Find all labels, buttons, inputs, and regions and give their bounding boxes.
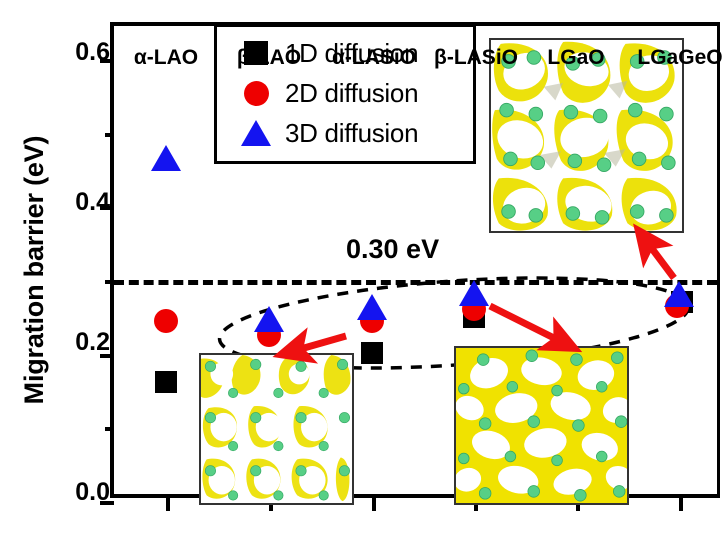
y-tick-label-0.2: 0.2 xyxy=(75,328,110,356)
arrow-to-top-inset xyxy=(633,223,677,281)
y-tick-minor-0.1 xyxy=(105,427,114,431)
datapoint-2d-alpha-lao xyxy=(154,309,178,333)
y-axis-title: Migration barrier (eV) xyxy=(19,135,49,405)
datapoint-1d-alpha-lao xyxy=(155,371,177,393)
x-tick-label-lgao: LGaO xyxy=(547,46,605,69)
datapoint-1d-alpha-lasio xyxy=(361,342,383,364)
triangle-marker-icon xyxy=(227,120,285,146)
x-tick-label-lgageo: LGaGeO xyxy=(637,46,723,69)
plot-area: 0.30 eV xyxy=(100,22,723,511)
x-tick-label-alpha-lasio: α-LASiO xyxy=(331,46,417,69)
x-tick-2 xyxy=(372,498,376,511)
legend-label-2d: 2D diffusion xyxy=(285,77,419,108)
inset-beta-lasio-pathway xyxy=(454,346,629,505)
y-tick-minor-0.3 xyxy=(105,280,114,284)
threshold-label: 0.30 eV xyxy=(346,234,440,264)
arrow-to-beta-lao xyxy=(272,327,347,364)
legend-label-3d: 3D diffusion xyxy=(285,117,419,148)
legend-item-1d: 1D diffusion xyxy=(227,33,463,73)
datapoint-3d-lgageo xyxy=(664,281,694,307)
datapoint-3d-beta-lao xyxy=(254,306,284,332)
plot-inner: 0.30 eV xyxy=(100,24,723,511)
x-tick-label-beta-lao: β-LAO xyxy=(236,46,302,69)
x-tick-label-alpha-lao: α-LAO xyxy=(133,46,199,69)
inset-beta-lao-pathway xyxy=(199,353,354,505)
circle-marker-icon xyxy=(227,80,285,106)
y-tick-major-0.2 xyxy=(100,354,114,358)
datapoint-3d-beta-lasio xyxy=(459,280,489,306)
isosurface-render-2 xyxy=(456,348,627,503)
datapoint-3d-alpha-lao xyxy=(151,145,181,171)
legend-label-1d: 1D diffusion xyxy=(285,37,419,68)
y-tick-major-0.0 xyxy=(100,501,114,505)
isosurface-render-3 xyxy=(491,40,682,231)
datapoint-3d-alpha-lasio xyxy=(357,294,387,320)
legend: 1D diffusion 2D diffusion 3D diffusion xyxy=(214,24,476,164)
isosurface-render-1 xyxy=(201,355,352,503)
x-tick-5 xyxy=(679,498,683,511)
inset-lgageo-pathway xyxy=(489,38,684,233)
threshold-line-030 xyxy=(114,280,717,285)
y-tick-minor-0.5 xyxy=(105,133,114,137)
legend-item-3d: 3D diffusion xyxy=(227,113,463,153)
x-tick-label-beta-lasio: β-LASiO xyxy=(434,46,518,69)
y-tick-label-0.4: 0.4 xyxy=(75,188,110,216)
x-tick-0 xyxy=(166,498,170,511)
legend-item-2d: 2D diffusion xyxy=(227,73,463,113)
arrow-to-center-inset xyxy=(488,302,583,353)
y-tick-major-0.6 xyxy=(100,59,114,63)
square-marker-icon xyxy=(227,41,285,65)
y-tick-major-0.4 xyxy=(100,206,114,210)
